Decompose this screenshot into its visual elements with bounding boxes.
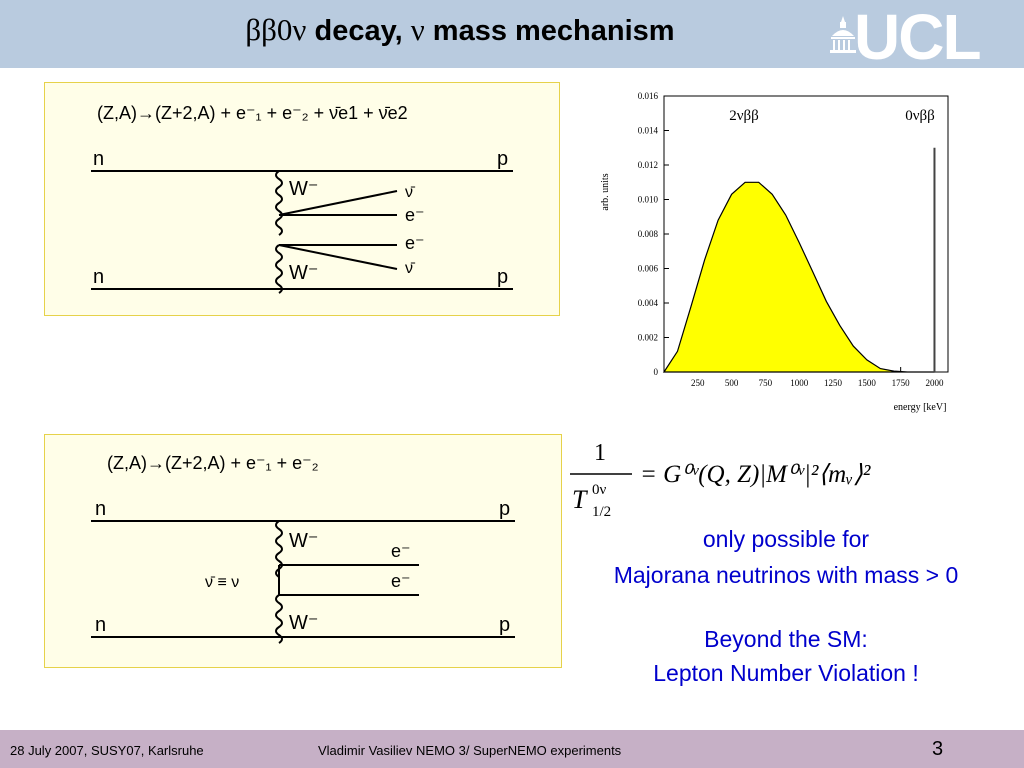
diagram1-n-top: n — [93, 148, 104, 170]
diagram1-p-bot: p — [497, 266, 508, 288]
diagram2-p-bot: p — [499, 614, 510, 636]
diagram2-p-top: p — [499, 498, 510, 520]
plot-xtick-label: 1250 — [824, 378, 843, 388]
note-lnv: Lepton Number Violation ! — [653, 660, 919, 686]
diagram1-p-top: p — [497, 148, 508, 170]
slide-footer: 28 July 2007, SUSY07, Karlsruhe Vladimir… — [0, 730, 1024, 768]
note-majorana: Majorana neutrinos with mass > 0 — [613, 562, 959, 588]
ucl-wordmark: UCL — [854, 1, 982, 73]
formula-svg: 1 T 0ν 1/2 = G⁰ᵛ(Q, Z)|M⁰ᵛ|²⟨mᵥ⟩² — [570, 440, 871, 520]
plot-svg: arb. units energy [keV] 2νββ 0νββ 0 0.002… — [600, 91, 949, 413]
title-end: mass mechanism — [424, 15, 675, 47]
slide-header: ββ0ν decay, ν mass mechanism UCL — [0, 0, 1024, 73]
plot-xtick-label: 2000 — [925, 378, 944, 388]
plot-xtick-label: 1500 — [858, 378, 877, 388]
plot-xtick-label: 500 — [725, 378, 739, 388]
formula-den-sub: 1/2 — [592, 504, 611, 520]
plot-xtick-label: 250 — [691, 378, 705, 388]
diagram2-majorana: ν̄ ≡ ν — [205, 574, 239, 591]
plot-2nu-area — [662, 181, 935, 373]
diagram1-nu2: ν̄ — [405, 260, 416, 277]
diagram2-w-line-bot — [275, 594, 283, 644]
page-number: 3 — [932, 738, 944, 760]
title-rest: decay, — [306, 15, 411, 47]
diagram1-reaction: (Z,A)→(Z+2,A) + e⁻₁ + e⁻₂ + ν̄e1 + ν̄e2 — [97, 103, 408, 123]
portico-icon — [830, 16, 856, 53]
diagram2-e2: e⁻ — [391, 571, 411, 591]
plot-ytick-label: 0.010 — [638, 195, 659, 205]
feynman-diagram-0nu: (Z,A)→(Z+2,A) + e⁻₁ + e⁻₂ n p W⁻ e⁻ ν̄ ≡… — [44, 434, 562, 668]
plot-ytick-label: 0.004 — [638, 298, 659, 308]
slide-title: ββ0ν decay, ν mass mechanism — [0, 12, 920, 48]
footer-date: 28 July 2007, SUSY07, Karlsruhe — [10, 743, 204, 758]
diagram1-w-line-bot — [275, 244, 283, 294]
plot-label-0nu: 0νββ — [905, 108, 935, 124]
diagram1-e2: e⁻ — [405, 233, 425, 253]
plot-ytick-label: 0.002 — [638, 333, 658, 343]
diagram1-nu1-line — [278, 190, 398, 216]
diagram1-w-line-top — [275, 170, 283, 236]
formula-denominator: T — [572, 485, 588, 514]
plot-ytick-label: 0.012 — [638, 160, 658, 170]
formula-den-sup: 0ν — [592, 482, 607, 498]
title-greek: ββ0ν — [245, 12, 307, 47]
diagram1-w2: W⁻ — [289, 262, 318, 284]
formula-rhs: = G⁰ᵛ(Q, Z)|M⁰ᵛ|²⟨mᵥ⟩² — [640, 461, 871, 488]
half-life-formula: 1 T 0ν 1/2 = G⁰ᵛ(Q, Z)|M⁰ᵛ|²⟨mᵥ⟩² — [566, 436, 1006, 520]
feynman-diagram-2nu: (Z,A)→(Z+2,A) + e⁻₁ + e⁻₂ + ν̄e1 + ν̄e2 … — [44, 82, 560, 316]
plot-xlabel: energy [keV] — [894, 402, 947, 413]
diagram2-e1: e⁻ — [391, 541, 411, 561]
diagram1-nu2-line — [278, 244, 398, 270]
diagram1-n-bot: n — [93, 266, 104, 288]
ucl-logo: UCL — [828, 1, 1024, 73]
plot-xtick-label: 1000 — [790, 378, 809, 388]
diagram1-nu1: ν̄ — [405, 184, 416, 201]
diagram2-reaction: (Z,A)→(Z+2,A) + e⁻₁ + e⁻₂ — [107, 453, 319, 473]
plot-ytick-label: 0.014 — [638, 126, 659, 136]
diagram2-svg: (Z,A)→(Z+2,A) + e⁻₁ + e⁻₂ n p W⁻ e⁻ ν̄ ≡… — [91, 453, 515, 644]
diagram2-w1: W⁻ — [289, 530, 318, 552]
energy-spectrum-plot: arb. units energy [keV] 2νββ 0νββ 0 0.002… — [594, 82, 950, 418]
diagram1-w1: W⁻ — [289, 178, 318, 200]
title-nu: ν — [410, 12, 425, 47]
diagram2-n-top: n — [95, 498, 106, 520]
plot-ylabel: arb. units — [600, 173, 611, 210]
note-only-possible: only possible for — [702, 526, 870, 552]
plot-xtick-label: 750 — [759, 378, 773, 388]
diagram2-w2: W⁻ — [289, 612, 318, 634]
formula-numerator: 1 — [594, 440, 606, 466]
diagram1-e1: e⁻ — [405, 205, 425, 225]
plot-xtick-label: 1750 — [892, 378, 911, 388]
plot-label-2nu: 2νββ — [729, 108, 759, 124]
note-beyond-sm: Beyond the SM: — [704, 626, 868, 652]
plot-ytick-label: 0.008 — [638, 229, 659, 239]
diagram1-svg: (Z,A)→(Z+2,A) + e⁻₁ + e⁻₂ + ν̄e1 + ν̄e2 … — [91, 103, 513, 294]
footer-author: Vladimir Vasiliev NEMO 3/ SuperNEMO expe… — [318, 743, 622, 758]
plot-ytick-label: 0 — [654, 367, 659, 377]
diagram2-n-bot: n — [95, 614, 106, 636]
plot-ytick-label: 0.016 — [638, 91, 659, 101]
plot-ytick-label: 0.006 — [638, 264, 659, 274]
plot-yticks: 0 0.002 0.004 0.006 0.008 0.010 0.012 0.014 0.01… — [638, 91, 669, 377]
